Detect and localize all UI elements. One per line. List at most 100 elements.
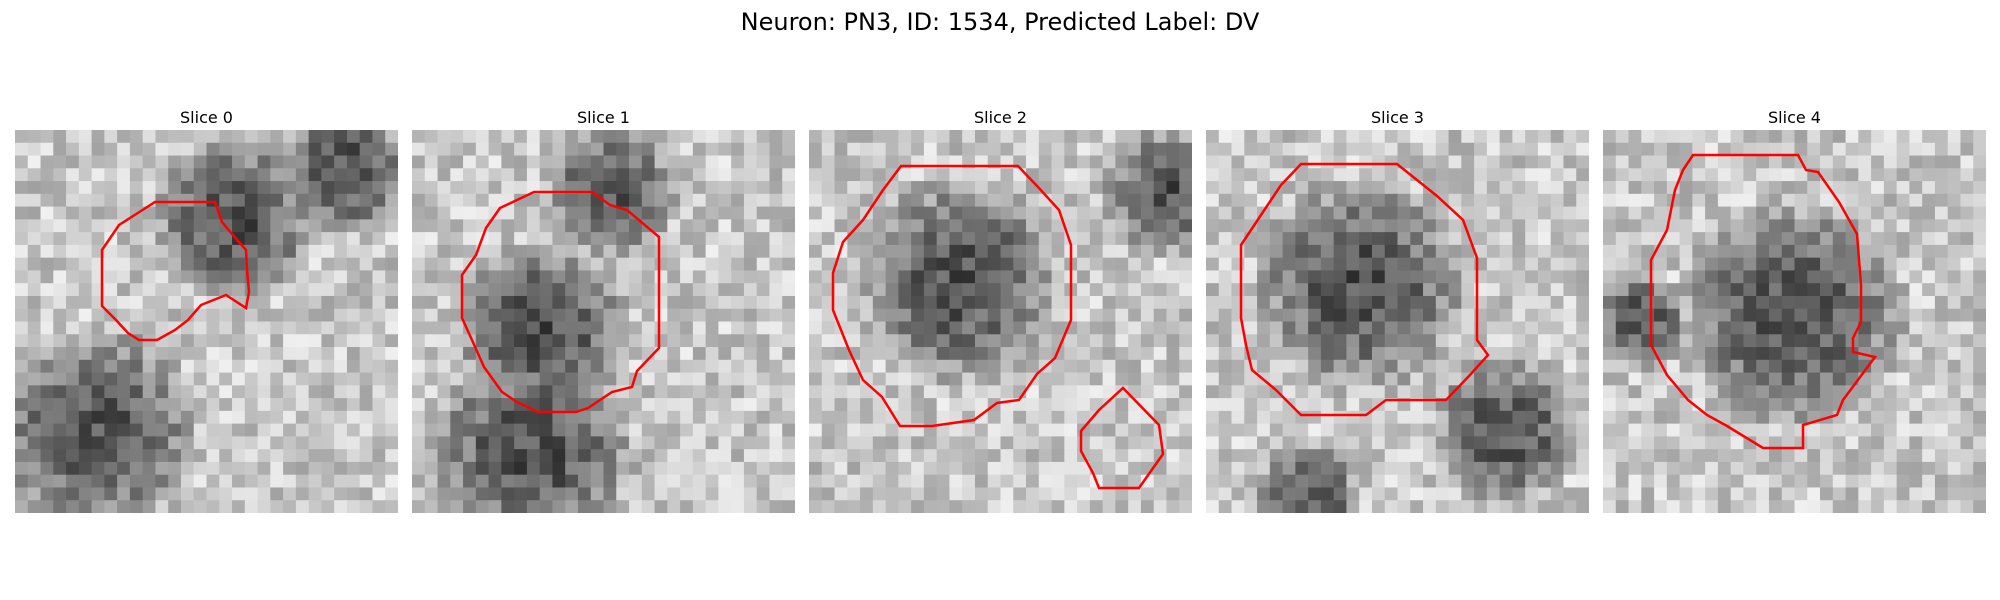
image-pixel	[552, 385, 566, 399]
image-pixel	[1832, 232, 1847, 246]
image-pixel	[1692, 244, 1706, 259]
image-pixel	[270, 244, 284, 259]
image-pixel	[1269, 181, 1284, 195]
image-pixel	[923, 461, 938, 476]
image-pixel	[1807, 500, 1821, 513]
image-pixel	[168, 474, 182, 489]
image-pixel	[1359, 308, 1373, 323]
image-pixel	[1576, 321, 1589, 335]
image-pixel	[1384, 410, 1399, 425]
image-pixel	[129, 219, 144, 233]
image-pixel	[1218, 449, 1233, 463]
image-pixel	[1102, 270, 1116, 284]
image-pixel	[898, 206, 912, 220]
image-pixel	[155, 487, 169, 501]
image-pixel	[1435, 168, 1450, 182]
image-pixel	[616, 321, 630, 335]
image-pixel	[1448, 423, 1462, 437]
image-pixel	[539, 244, 554, 259]
image-pixel	[616, 334, 630, 348]
image-pixel	[809, 385, 823, 399]
image-pixel	[1371, 283, 1386, 297]
image-pixel	[898, 244, 912, 259]
image-pixel	[1384, 270, 1399, 284]
image-pixel	[1384, 359, 1399, 374]
image-pixel	[1089, 487, 1104, 501]
image-pixel	[514, 423, 528, 437]
image-pixel	[590, 474, 605, 489]
image-pixel	[488, 487, 502, 501]
image-pixel	[1308, 449, 1322, 463]
image-pixel	[91, 130, 105, 144]
image-pixel	[359, 155, 374, 169]
image-pixel	[526, 410, 541, 425]
image-pixel	[1218, 283, 1233, 297]
image-pixel	[1486, 295, 1501, 310]
image-pixel	[1960, 193, 1974, 208]
image-pixel	[1973, 232, 1986, 246]
image-pixel	[1934, 334, 1949, 348]
image-pixel	[1115, 500, 1129, 513]
image-pixel	[244, 155, 259, 169]
image-pixel	[1308, 436, 1322, 450]
image-pixel	[359, 283, 374, 297]
image-pixel	[641, 385, 656, 399]
image-pixel	[1947, 181, 1962, 195]
image-pixel	[974, 232, 989, 246]
image-pixel	[1397, 334, 1411, 348]
image-pixel	[1038, 181, 1053, 195]
image-pixel	[923, 181, 938, 195]
image-pixel	[412, 155, 426, 169]
image-pixel	[1000, 474, 1014, 489]
image-pixel	[117, 244, 131, 259]
image-pixel	[1282, 244, 1296, 259]
image-pixel	[321, 283, 335, 297]
image-pixel	[565, 398, 579, 412]
image-pixel	[1038, 219, 1053, 233]
image-pixel	[1666, 359, 1681, 374]
image-pixel	[1537, 436, 1552, 450]
image-pixel	[949, 321, 963, 335]
image-pixel	[91, 398, 105, 412]
image-pixel	[1768, 270, 1783, 284]
image-pixel	[1295, 168, 1309, 182]
image-pixel	[372, 436, 386, 450]
image-pixel	[1909, 461, 1923, 476]
image-pixel	[1615, 206, 1630, 220]
image-pixel	[1717, 219, 1732, 233]
image-pixel	[1563, 423, 1577, 437]
image-pixel	[1153, 398, 1168, 412]
image-pixel	[1269, 487, 1284, 501]
image-pixel	[692, 295, 707, 310]
image-pixel	[923, 257, 938, 272]
image-pixel	[680, 487, 694, 501]
image-pixel	[501, 206, 515, 220]
image-pixel	[40, 487, 54, 501]
image-pixel	[680, 244, 694, 259]
image-pixel	[1883, 308, 1898, 323]
image-pixel	[1206, 283, 1220, 297]
image-pixel	[809, 168, 823, 182]
image-pixel	[1909, 474, 1923, 489]
image-pixel	[1550, 193, 1565, 208]
image-pixel	[552, 270, 566, 284]
image-pixel	[1820, 372, 1834, 386]
image-pixel	[1820, 295, 1834, 310]
image-pixel	[603, 130, 617, 144]
image-pixel	[1295, 130, 1309, 144]
image-pixel	[1206, 372, 1220, 386]
image-pixel	[1947, 206, 1962, 220]
image-pixel	[1244, 168, 1258, 182]
image-pixel	[756, 270, 771, 284]
image-pixel	[142, 257, 157, 272]
image-pixel	[40, 410, 54, 425]
image-pixel	[1435, 181, 1450, 195]
image-pixel	[129, 168, 144, 182]
image-pixel	[283, 423, 297, 437]
image-pixel	[321, 321, 335, 335]
image-pixel	[809, 487, 823, 501]
image-pixel	[412, 219, 426, 233]
image-pixel	[1832, 372, 1847, 386]
image-pixel	[1102, 359, 1116, 374]
image-pixel	[53, 410, 67, 425]
